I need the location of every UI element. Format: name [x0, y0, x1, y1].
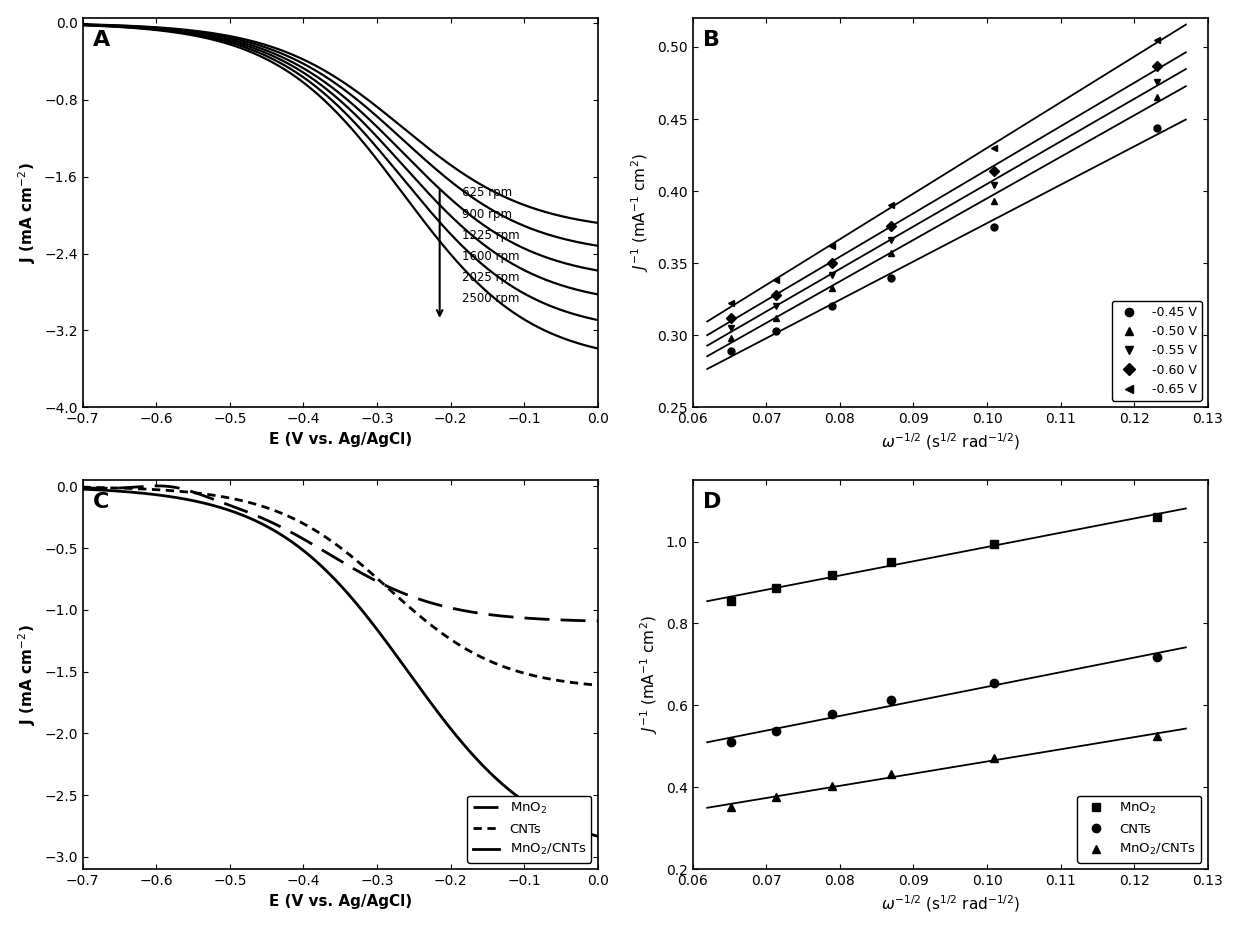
Legend: MnO$_2$, CNTs, MnO$_2$/CNTs: MnO$_2$, CNTs, MnO$_2$/CNTs — [467, 796, 591, 863]
X-axis label: $\omega^{-1/2}$ (s$^{1/2}$ rad$^{-1/2}$): $\omega^{-1/2}$ (s$^{1/2}$ rad$^{-1/2}$) — [880, 894, 1019, 914]
Text: 1225 rpm: 1225 rpm — [461, 229, 520, 242]
Text: D: D — [703, 492, 722, 512]
Text: 2025 rpm: 2025 rpm — [461, 271, 520, 284]
Y-axis label: J (mA cm$^{-2}$): J (mA cm$^{-2}$) — [16, 162, 38, 263]
Y-axis label: $J^{-1}$ (mA$^{-1}$ cm$^{2}$): $J^{-1}$ (mA$^{-1}$ cm$^{2}$) — [639, 615, 660, 734]
Y-axis label: J (mA cm$^{-2}$): J (mA cm$^{-2}$) — [17, 625, 38, 725]
Text: A: A — [93, 30, 110, 50]
Text: 1600 rpm: 1600 rpm — [461, 250, 520, 263]
Text: C: C — [93, 492, 109, 512]
Legend: -0.45 V, -0.50 V, -0.55 V, -0.60 V, -0.65 V: -0.45 V, -0.50 V, -0.55 V, -0.60 V, -0.6… — [1112, 301, 1202, 401]
X-axis label: E (V vs. Ag/AgCl): E (V vs. Ag/AgCl) — [269, 432, 412, 447]
Text: 2500 rpm: 2500 rpm — [461, 292, 520, 305]
X-axis label: $\omega^{-1/2}$ (s$^{1/2}$ rad$^{-1/2}$): $\omega^{-1/2}$ (s$^{1/2}$ rad$^{-1/2}$) — [880, 432, 1019, 452]
Legend: MnO$_2$, CNTs, MnO$_2$/CNTs: MnO$_2$, CNTs, MnO$_2$/CNTs — [1078, 796, 1202, 863]
Text: 625 rpm: 625 rpm — [461, 186, 512, 199]
Text: 900 rpm: 900 rpm — [461, 208, 512, 221]
Y-axis label: $J^{-1}$ (mA$^{-1}$ cm$^{2}$): $J^{-1}$ (mA$^{-1}$ cm$^{2}$) — [630, 154, 651, 272]
Text: B: B — [703, 30, 719, 50]
X-axis label: E (V vs. Ag/AgCl): E (V vs. Ag/AgCl) — [269, 894, 412, 909]
